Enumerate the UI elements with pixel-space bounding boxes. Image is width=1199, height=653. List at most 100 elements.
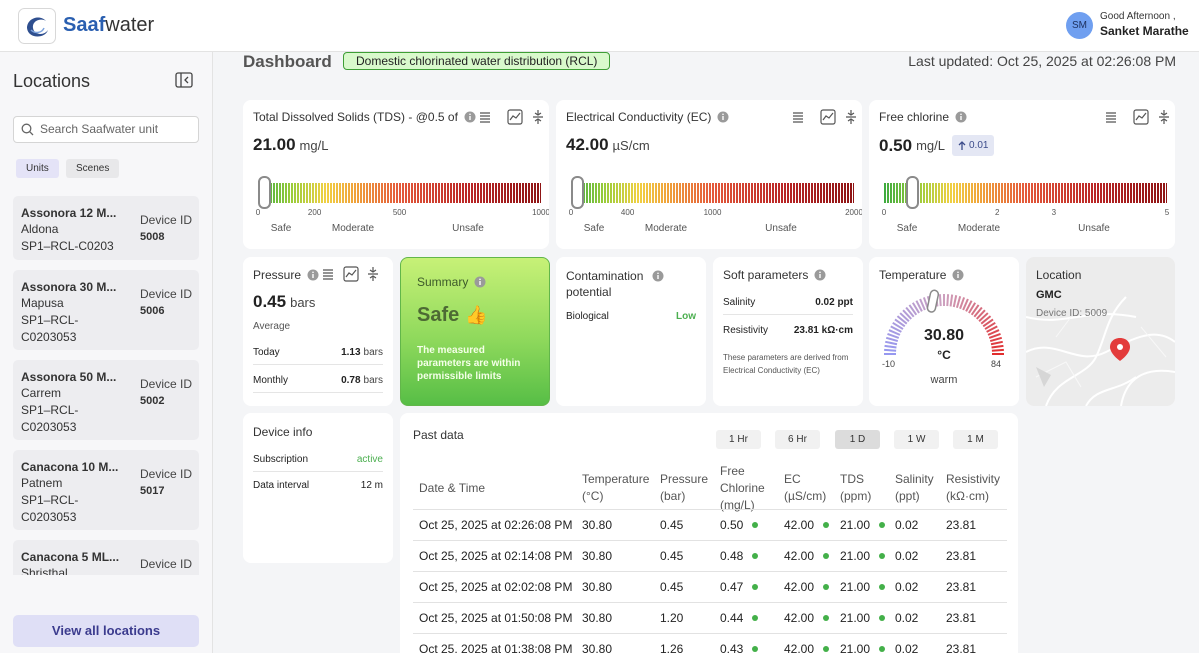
unit-code: SP1–RCL-C0203053: [21, 403, 79, 434]
list-icon[interactable]: [321, 267, 335, 281]
avatar[interactable]: SM: [1066, 12, 1093, 39]
cell-text: 30.80: [582, 611, 613, 625]
tab[interactable]: Units: [16, 159, 59, 178]
device-id-label: Device ID: [140, 377, 193, 391]
info-icon[interactable]: [717, 111, 729, 123]
gauge-card: Electrical Conductivity (EC) 42.00 µS/cm 0 4…: [556, 100, 862, 249]
brand-rest: water: [105, 14, 155, 36]
unit-place: Mapusa: [21, 296, 64, 310]
view-all-button[interactable]: View all locations: [13, 615, 199, 647]
icon-part: [957, 274, 960, 278]
info-icon[interactable]: [652, 270, 664, 282]
info-icon[interactable]: [464, 111, 476, 123]
zone-label: Moderate: [957, 223, 1001, 234]
icon-part: [958, 141, 966, 146]
icon-part: [820, 109, 836, 125]
range-button[interactable]: 1 W: [894, 430, 939, 449]
column-header: Pressure (bar): [660, 472, 709, 503]
cell-text: 0.02: [895, 549, 919, 563]
chart-icon[interactable]: [1133, 109, 1149, 125]
gauge-card: Free chlorine 0.50 mg/L 0.01 0 2 3 5 Safe Moderat…: [869, 100, 1175, 249]
gauge-segment: [884, 348, 897, 352]
card-title: Electrical Conductivity (EC): [566, 110, 712, 124]
expand-icon[interactable]: [532, 109, 544, 125]
chart-icon[interactable]: [343, 266, 359, 282]
unit: bars: [290, 295, 316, 310]
icon-part: [847, 112, 855, 116]
table-cell: 42.00: [784, 611, 830, 625]
sidebar-title: Locations: [13, 71, 91, 91]
info-icon[interactable]: [474, 276, 486, 288]
info-icon[interactable]: [307, 269, 319, 281]
table-cell: 0.02: [895, 611, 918, 625]
info-icon[interactable]: [814, 269, 826, 281]
summary-card: Summary Safe 👍 The measured parameters are …: [400, 257, 550, 406]
map: [1026, 257, 1175, 406]
row-label: Data interval: [253, 480, 310, 491]
info-icon[interactable]: [955, 111, 967, 123]
status-dot: [752, 646, 759, 652]
cell-text: 1.20: [660, 611, 684, 625]
tab[interactable]: Scenes: [66, 159, 120, 178]
value: 0.78: [341, 375, 361, 386]
unit: bars: [363, 347, 383, 358]
icon-part: [722, 116, 725, 120]
gauge-segment: [989, 336, 1003, 343]
search-box[interactable]: Search Saafwater unit: [13, 116, 199, 143]
value-row: 42.00 µS/cm: [566, 135, 650, 155]
expand-icon[interactable]: [1158, 109, 1170, 125]
cell-text: 30.80: [582, 580, 613, 594]
chart-icon[interactable]: [507, 109, 523, 125]
status-dot: [879, 584, 886, 590]
gauge-tick-label: 2: [994, 208, 1000, 217]
table-cell: 0.02: [895, 580, 918, 594]
user-name: Sanket Marathe: [1100, 24, 1189, 38]
collapse-icon[interactable]: [175, 72, 193, 88]
gauge-segment: [991, 348, 1004, 352]
unit-card[interactable]: Assonora 30 M... Mapusa SP1–RCL-C0203053 De…: [13, 270, 199, 350]
unit-card[interactable]: Canacona 5 ML... Shristhal Device ID: [13, 540, 199, 575]
list-icon[interactable]: [478, 110, 492, 124]
table-cell: 30.80: [582, 611, 612, 625]
icon-part: [1036, 367, 1051, 387]
table-cell: 21.00: [840, 611, 886, 625]
row-label: Salinity: [723, 297, 756, 308]
range-button[interactable]: 1 Hr: [716, 430, 761, 449]
info-icon[interactable]: [952, 269, 964, 281]
unit-card[interactable]: Assonora 12 M... Aldona SP1–RCL-C0203 Devic…: [13, 196, 199, 260]
gauge-knob: [906, 176, 920, 209]
list-icon[interactable]: [1104, 110, 1118, 124]
gauge-knob: [257, 176, 271, 209]
status-dot: [879, 553, 886, 559]
status-dot: [752, 584, 759, 590]
unit-card[interactable]: Canacona 10 M... Patnem SP1–RCL-C0203053 De…: [13, 450, 199, 530]
row-label: Resistivity: [723, 325, 769, 336]
chart-icon[interactable]: [820, 109, 836, 125]
range-button[interactable]: 1 M: [953, 430, 998, 449]
gauge-segment: [890, 325, 902, 333]
value: 21.00: [253, 135, 296, 154]
gauge-segment: [885, 340, 898, 346]
icon-part: [368, 267, 378, 281]
unit: bars: [363, 375, 383, 386]
gauge-tick-label: 5: [1164, 208, 1170, 217]
divider: [413, 540, 1007, 541]
gauge-segment: [990, 340, 1003, 346]
gauge-segment: [988, 332, 1001, 339]
list-icon[interactable]: [791, 110, 805, 124]
status-dot: [823, 522, 830, 528]
range-button[interactable]: 6 Hr: [775, 430, 820, 449]
icon-part: [479, 278, 482, 281]
sidebar: Locations Search Saafwater unit Units Scene…: [0, 52, 213, 653]
expand-icon[interactable]: [367, 266, 379, 282]
unit-card[interactable]: Assonora 50 M... Carrem SP1–RCL-C0203053 De…: [13, 360, 199, 440]
row-value: active: [356, 454, 383, 465]
card-title: Contamination potential: [566, 269, 644, 299]
icon-part: [1160, 112, 1168, 116]
value: 0.45: [253, 292, 287, 311]
range-button[interactable]: 1 D: [835, 430, 880, 449]
expand-icon[interactable]: [845, 109, 857, 125]
cell-text: 21.00: [840, 580, 871, 594]
table-cell: Oct 25, 2025 at 02:14:08 PM: [419, 549, 572, 563]
gauge-knob: [926, 289, 940, 313]
